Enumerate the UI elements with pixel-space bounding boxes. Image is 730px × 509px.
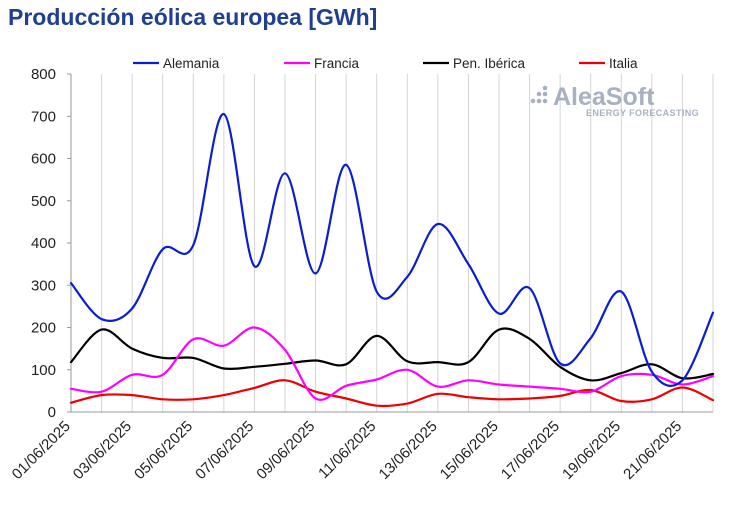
logo-wordmark: AleaSoft	[553, 83, 655, 111]
y-tick-label: 600	[31, 151, 56, 168]
x-tick-label: 05/06/2025	[131, 418, 196, 483]
legend-label-alemania: Alemania	[163, 56, 220, 71]
x-axis-ticks: 01/06/202503/06/202505/06/202507/06/2025…	[9, 418, 686, 483]
x-tick-label: 15/06/2025	[437, 418, 502, 483]
series-line-francia	[69, 326, 715, 401]
y-axis-ticks: 0 100 200 300 400 500 600 700 800	[31, 66, 71, 421]
legend: Alemania Francia Pen. Ibérica Italia	[133, 56, 638, 71]
y-tick-label: 0	[48, 404, 56, 421]
y-tick-label: 300	[31, 277, 56, 294]
x-tick-label: 19/06/2025	[559, 418, 624, 483]
y-tick-label: 100	[31, 362, 56, 379]
series-line-italia	[69, 379, 715, 408]
y-tick-label: 500	[31, 193, 56, 210]
x-tick-label: 07/06/2025	[192, 418, 257, 483]
y-tick-label: 800	[31, 66, 56, 83]
chart-title: Producción eólica europea [GWh]	[8, 4, 378, 30]
x-tick-label: 13/06/2025	[376, 418, 441, 483]
logo-tagline: ENERGY FORECASTING	[586, 108, 699, 118]
grid-lines	[70, 74, 714, 412]
aleasoft-logo: AleaSoft ENERGY FORECASTING	[530, 83, 699, 118]
axes	[70, 74, 713, 413]
y-tick-label: 200	[31, 320, 56, 337]
series-lines	[69, 112, 715, 408]
x-tick-label: 11/06/2025	[315, 418, 379, 482]
legend-label-italia: Italia	[609, 56, 638, 71]
x-tick-label: 21/06/2025	[620, 418, 685, 483]
x-tick-label: 17/06/2025	[498, 418, 563, 483]
logo-dots-icon	[530, 85, 548, 104]
y-tick-label: 700	[31, 108, 56, 125]
x-tick-label: 09/06/2025	[253, 418, 318, 483]
legend-label-francia: Francia	[314, 56, 360, 71]
x-tick-label: 03/06/2025	[70, 418, 135, 483]
legend-label-pen-iberica: Pen. Ibérica	[453, 56, 526, 71]
x-tick-label: 01/06/2025	[9, 418, 74, 483]
y-tick-label: 400	[31, 235, 56, 252]
series-line-alemania	[69, 112, 715, 387]
